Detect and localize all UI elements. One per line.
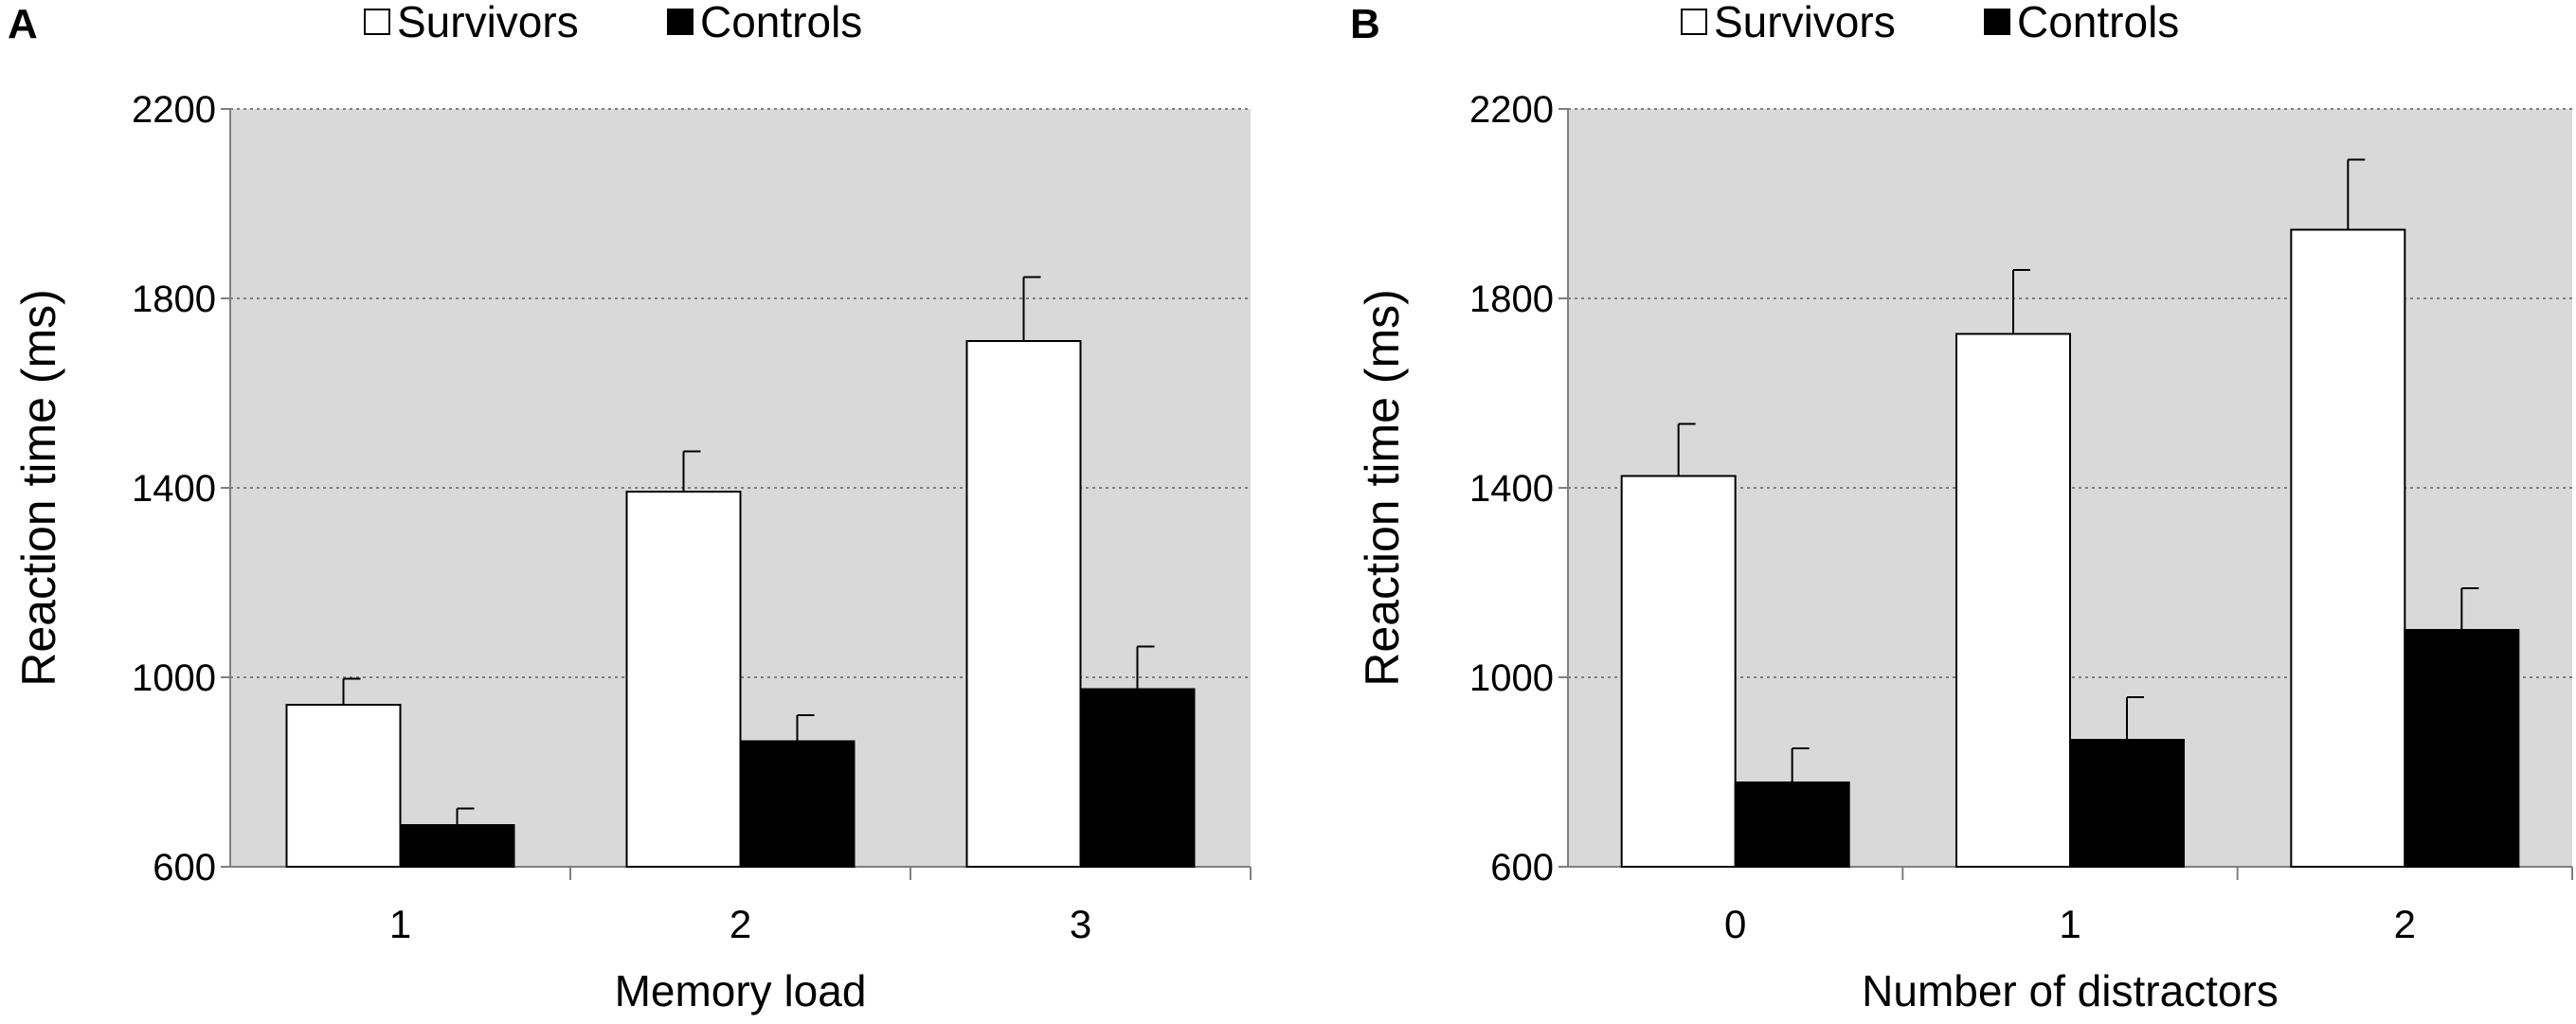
legend-item-survivors: Survivors: [1681, 0, 1896, 46]
y-axis-title: Reaction time (ms): [12, 289, 65, 687]
x-axis-title: Memory load: [615, 966, 867, 1015]
bar-controls-3: [1079, 688, 1196, 868]
bar-controls-0: [1734, 781, 1850, 868]
legend-label: Controls: [700, 0, 862, 46]
panel-label: B: [1350, 1, 1380, 47]
x-category-label: 2: [2394, 902, 2416, 946]
y-axis-title: Reaction time (ms): [1356, 289, 1409, 687]
x-category-label: 1: [389, 902, 411, 946]
bar-survivors-1: [285, 704, 402, 868]
y-tick-label: 600: [1490, 847, 1554, 889]
legend-swatch-survivors: [364, 9, 390, 35]
legend-label: Survivors: [397, 0, 579, 46]
y-tick-label: 1000: [132, 657, 216, 699]
legend-label: Controls: [2017, 0, 2179, 46]
x-category-label: 0: [1724, 902, 1746, 946]
x-category-label: 1: [2059, 902, 2081, 946]
y-tick-label: 1800: [1469, 278, 1554, 320]
y-tick-label: 2200: [1469, 89, 1554, 131]
y-tick-label: 1400: [1469, 468, 1554, 510]
bar-survivors-2: [625, 491, 742, 868]
bar-controls-2: [739, 740, 856, 868]
legend-label: Survivors: [1714, 0, 1896, 46]
bar-controls-1: [2069, 739, 2185, 868]
x-category-label: 3: [1070, 902, 1091, 946]
bar-controls-2: [2404, 629, 2520, 868]
legend-item-controls: Controls: [667, 0, 862, 46]
y-tick-label: 1400: [132, 468, 216, 510]
legend-swatch-controls: [1984, 9, 2010, 35]
bar-controls-1: [399, 824, 515, 868]
x-category-label: 2: [730, 902, 751, 946]
bar-survivors-0: [1620, 475, 1737, 868]
y-tick-label: 600: [153, 847, 216, 889]
legend-item-controls: Controls: [1984, 0, 2179, 46]
bar-survivors-2: [2290, 228, 2406, 868]
y-tick-label: 1800: [132, 278, 216, 320]
bar-survivors-1: [1955, 332, 2071, 868]
x-axis-title: Number of distractors: [1862, 966, 2279, 1015]
chart-panel-a: 600 1000 1400 1800 2200 1 2 3 Memory load Reactio…: [8, 0, 1252, 1015]
legend-swatch-controls: [667, 9, 694, 35]
legend-item-survivors: Survivors: [364, 0, 579, 46]
panel-label: A: [8, 1, 38, 47]
bar-survivors-3: [965, 340, 1082, 868]
legend-swatch-survivors: [1681, 9, 1707, 35]
chart-panel-b: 600 1000 1400 1800 2200 0 1 2 Number of distract…: [1350, 0, 2573, 1015]
y-tick-label: 2200: [132, 89, 216, 131]
y-tick-label: 1000: [1469, 657, 1554, 699]
